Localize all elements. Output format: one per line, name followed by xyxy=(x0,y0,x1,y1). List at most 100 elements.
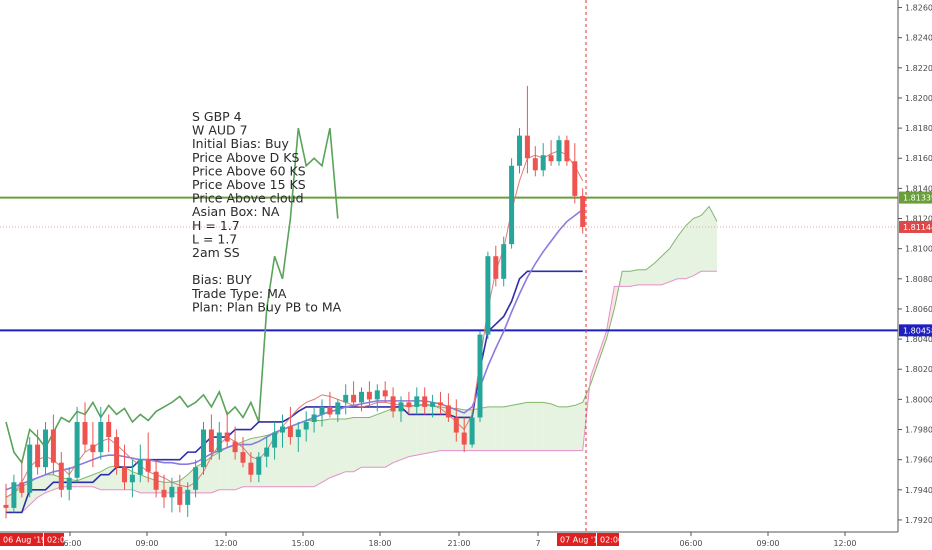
candle-body xyxy=(114,437,120,468)
candle xyxy=(445,393,451,422)
candle-body xyxy=(295,429,301,438)
date-tag-box xyxy=(557,533,596,546)
candle-body xyxy=(193,467,199,490)
candle xyxy=(390,387,396,418)
price-tag-box xyxy=(899,191,932,204)
cloud-segment xyxy=(653,256,662,285)
candle xyxy=(319,399,325,427)
candle xyxy=(74,406,80,483)
cloud-segment xyxy=(314,420,322,487)
candle-body xyxy=(430,402,436,407)
candle xyxy=(517,128,522,174)
candle xyxy=(216,421,222,460)
candle-body xyxy=(208,429,214,453)
cloud-segment xyxy=(298,420,307,487)
price-tick-label: 1.79400 xyxy=(905,486,932,495)
cloud-segment xyxy=(543,402,552,451)
candle xyxy=(106,414,112,453)
date-tag-box xyxy=(44,533,64,546)
candle-body xyxy=(280,426,285,433)
candle xyxy=(414,387,420,415)
candle xyxy=(82,402,88,453)
candle xyxy=(461,417,467,453)
candle xyxy=(177,474,183,513)
time-tick-label: 06:00 xyxy=(58,539,81,548)
time-axis[interactable]: 06:00 09:00 12:00 15:00 18:00 21:00 7 06:00 09:0… xyxy=(58,532,857,548)
candle xyxy=(11,474,17,513)
time-tick-label: 21:00 xyxy=(447,539,470,548)
candle xyxy=(114,429,120,475)
cloud-segment xyxy=(345,417,354,472)
cloud-segment xyxy=(211,452,220,493)
candle xyxy=(374,384,380,412)
cloud-segment xyxy=(551,403,559,451)
candle-body xyxy=(461,432,467,445)
date-tag-label: 06 Aug '19 xyxy=(3,536,46,545)
candle-body xyxy=(319,406,325,415)
candle-body xyxy=(517,135,522,166)
cloud-segment xyxy=(677,226,686,279)
price-tick-label: 1.82400 xyxy=(905,34,932,43)
time-tick-label: 15:00 xyxy=(291,539,314,548)
candle-body xyxy=(453,417,459,433)
candle-body xyxy=(153,471,159,490)
cloud-segment xyxy=(408,405,417,457)
cloud-segment xyxy=(108,465,117,490)
cloud-segment xyxy=(535,402,544,451)
candle xyxy=(335,399,341,422)
annotation-line: Price Above 15 KS xyxy=(192,177,306,192)
cloud-segment xyxy=(140,474,149,493)
candle-body xyxy=(438,402,443,406)
candle xyxy=(256,452,262,483)
candle-body xyxy=(161,489,167,498)
price-tick-label: 1.81600 xyxy=(905,154,932,163)
candle-body xyxy=(11,482,17,508)
green-lagging-line xyxy=(5,127,339,465)
dark-blue-baseline xyxy=(6,270,583,514)
annotation-line: W AUD 7 xyxy=(192,123,248,138)
candle xyxy=(485,251,491,340)
candle-body xyxy=(287,426,293,438)
candle xyxy=(398,396,404,422)
cloud-segment xyxy=(369,414,378,468)
candle xyxy=(58,452,64,498)
candle xyxy=(208,414,214,460)
price-axis[interactable]: 1.82600 1.82400 1.82200 1.82000 1.81800 1.816… xyxy=(898,4,932,525)
candle xyxy=(201,421,206,475)
candle-body xyxy=(311,414,317,422)
candle-body xyxy=(224,432,230,442)
cloud-segment xyxy=(638,269,646,285)
cloud-segment xyxy=(701,206,710,272)
annotation-line: S GBP 4 xyxy=(192,109,242,124)
time-tick-label: 12:00 xyxy=(214,539,237,548)
candle xyxy=(137,444,143,483)
candle-body xyxy=(532,158,538,171)
candle xyxy=(501,236,507,287)
cloud-segment xyxy=(100,467,109,490)
candle xyxy=(98,406,104,460)
cloud-segment xyxy=(503,405,512,451)
candle xyxy=(359,387,364,412)
candle-body xyxy=(82,421,88,445)
price-tag-box xyxy=(899,220,932,233)
date-tag-label: 02:00 xyxy=(47,536,70,545)
candle-body xyxy=(572,161,578,196)
candle xyxy=(509,158,515,249)
cloud-segment xyxy=(598,331,607,362)
candle-body xyxy=(445,405,451,418)
annotation-line: Asian Box: NA xyxy=(192,204,280,219)
candle-body xyxy=(414,396,420,407)
candle xyxy=(280,414,285,448)
candle xyxy=(161,474,167,508)
candle-body xyxy=(548,155,554,162)
candle xyxy=(129,459,135,498)
candle xyxy=(240,437,246,468)
cloud-segment xyxy=(709,206,717,272)
cloud-segment xyxy=(630,269,638,287)
price-tick-label: 1.81800 xyxy=(905,124,932,133)
cloud-segment xyxy=(361,417,370,468)
cloud-segment xyxy=(424,403,433,454)
